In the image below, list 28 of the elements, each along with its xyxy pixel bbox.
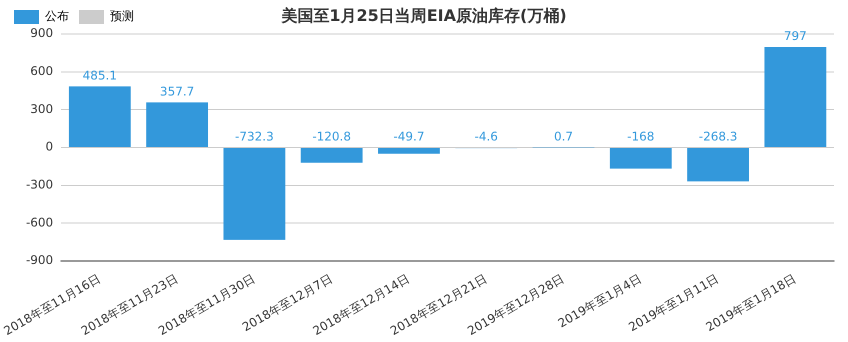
data-label: -49.7 (393, 130, 424, 144)
bar (68, 86, 131, 147)
data-label: 485.1 (82, 68, 118, 82)
bar (146, 102, 208, 147)
y-tick-label: 0 (46, 140, 54, 154)
y-tick-label: 900 (30, 26, 54, 40)
data-label: 0.7 (554, 130, 574, 144)
y-tick-label: 300 (30, 102, 54, 116)
data-label: -120.8 (312, 130, 352, 144)
bar (300, 148, 363, 163)
chart-title: 美国至1月25日当周EIA原油库存(万桶) (281, 6, 567, 25)
bar (378, 148, 440, 154)
bar (610, 148, 672, 169)
data-label: 797 (784, 29, 807, 44)
legend-label: 公布 (45, 9, 69, 24)
data-label: 357.7 (160, 84, 194, 99)
bar (764, 46, 826, 147)
data-label: -4.6 (474, 130, 498, 144)
legend-label: 预测 (110, 9, 134, 24)
y-tick-label: -600 (26, 215, 54, 230)
y-tick-label: -900 (26, 253, 54, 268)
data-label: -268.3 (698, 130, 738, 144)
y-tick-label: -300 (26, 177, 54, 192)
bar (223, 148, 286, 240)
data-label: -732.3 (235, 130, 274, 144)
y-tick-label: 600 (30, 64, 54, 78)
data-label: -168 (627, 130, 654, 144)
bar (687, 148, 749, 182)
